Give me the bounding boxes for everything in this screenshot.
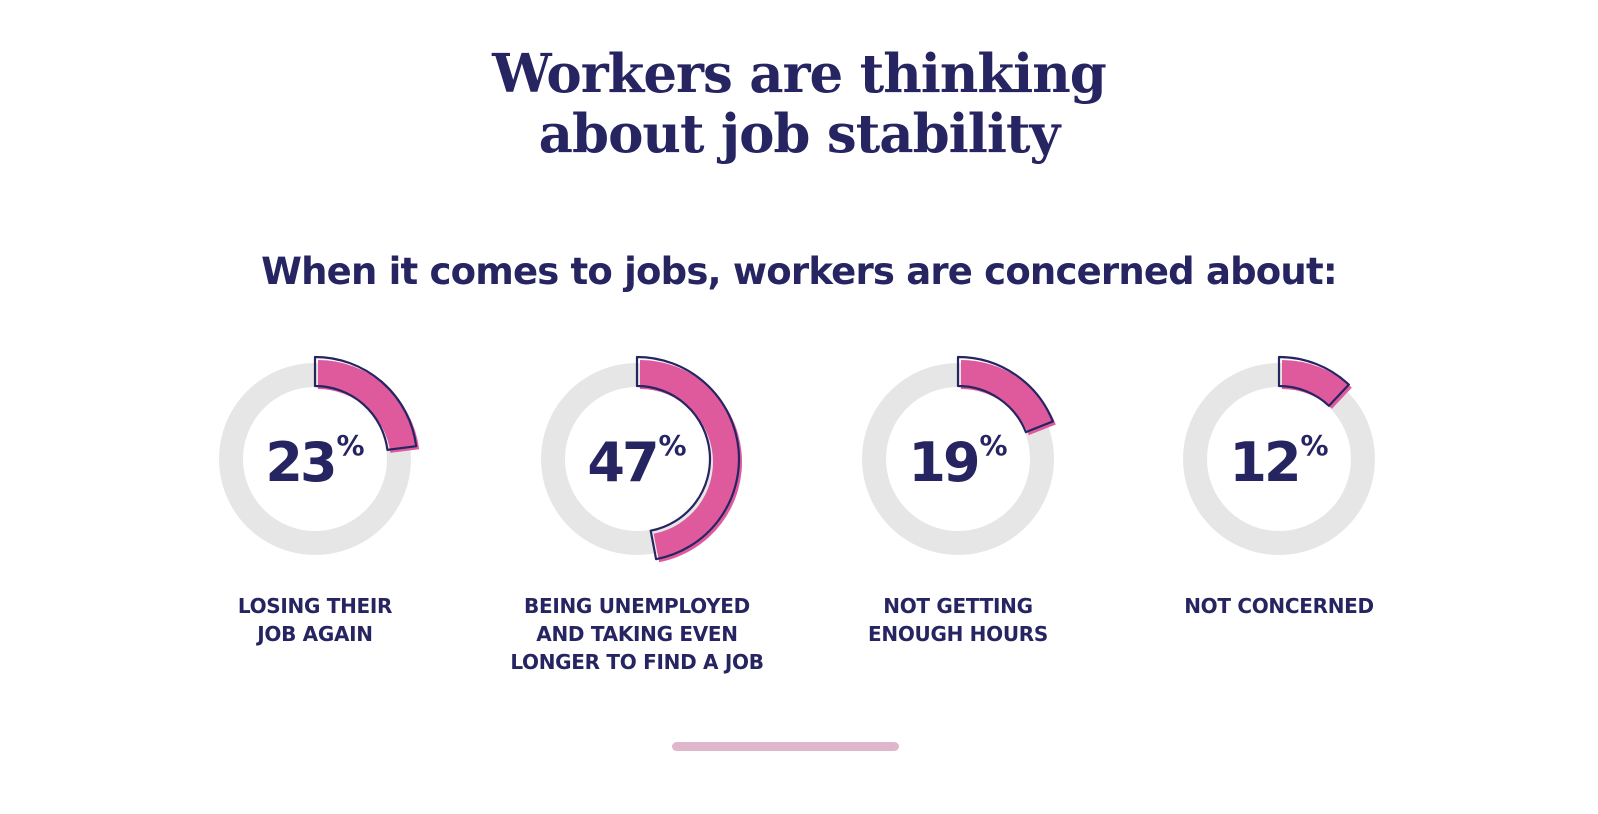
percent-value-label: 47% [587,429,686,494]
category-label-line: BEING UNEMPLOYED [524,594,750,618]
category-label-line: NOT CONCERNED [1184,594,1374,618]
chart-subtitle: When it comes to jobs, workers are conce… [261,250,1338,293]
donut-segment-fill [1282,360,1352,409]
donut-1: 23% [219,355,420,555]
donut-3: 19% [862,355,1056,555]
donut-segment-outline [313,355,418,451]
percent-value-label: 19% [908,429,1007,494]
category-label-line: JOB AGAIN [257,622,373,646]
category-label-line: LOSING THEIR [237,594,393,618]
percent-number: 47 [587,431,656,494]
percent-sign: % [980,429,1008,462]
scroll-indicator[interactable] [672,742,899,751]
donut-4: 12% [1183,355,1375,555]
category-label: BEING UNEMPLOYED AND TAKING EVEN LONGER TO… [487,592,787,676]
category-label-line: ENOUGH HOURS [868,622,1048,646]
category-label: NOT CONCERNED [1129,592,1429,620]
percent-value-label: 23% [265,429,364,494]
percent-sign: % [659,429,687,462]
percent-sign: % [1301,429,1329,462]
page-title-line-2: about job stability [538,103,1061,165]
percent-number: 12 [1229,431,1298,494]
category-label-line: LONGER TO FIND A JOB [510,650,764,674]
donut-segment-fill [318,360,420,453]
percent-value-label: 12% [1229,429,1328,494]
donut-segment-outline [956,355,1054,434]
page-title-line-1: Workers are thinking [492,43,1107,105]
donut-segment-outline [635,355,741,561]
category-label-line: NOT GETTING [883,594,1033,618]
donut-segment-fill [640,359,743,563]
percent-number: 19 [908,431,978,494]
category-label: LOSING THEIR JOB AGAIN [165,592,465,648]
percent-sign: % [337,429,365,462]
donut-segment-outline [1277,355,1350,407]
category-label-line: AND TAKING EVEN [536,622,738,646]
donut-2: 47% [541,355,743,563]
donut-segment-fill [961,360,1056,436]
percent-number: 23 [265,431,334,494]
category-label: NOT GETTING ENOUGH HOURS [808,592,1108,648]
